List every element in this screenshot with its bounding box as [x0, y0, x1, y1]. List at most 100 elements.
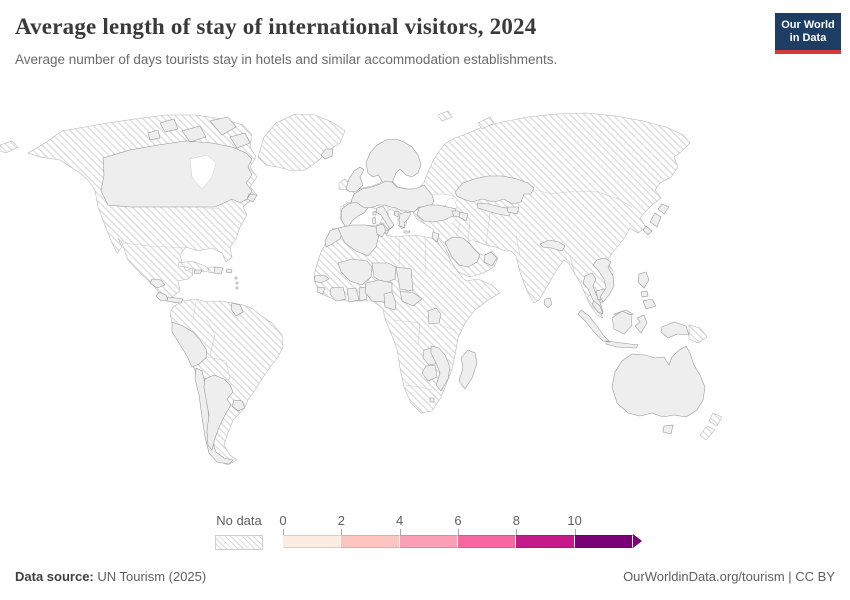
legend-bin-8-10[interactable] [516, 535, 575, 548]
country-puerto-rico[interactable] [225, 268, 233, 274]
legend-color-bar [283, 535, 633, 548]
country-senegal[interactable] [313, 274, 330, 284]
page-title: Average length of stay of international … [15, 14, 537, 39]
country-argentina[interactable] [203, 374, 234, 451]
country-papua-new-guinea[interactable] [688, 324, 708, 344]
country-iceland[interactable] [320, 148, 334, 160]
country-canada[interactable] [100, 116, 258, 208]
world-map [0, 95, 850, 507]
country-philippines[interactable] [637, 271, 657, 310]
country-italy[interactable] [371, 205, 395, 235]
country-united-kingdom[interactable] [345, 166, 365, 193]
choropleth-svg [0, 110, 723, 466]
country-oman[interactable] [483, 251, 498, 267]
country-lesser-antilles[interactable] [234, 276, 239, 290]
country-niger[interactable] [371, 262, 397, 284]
legend-bin-0-2[interactable] [283, 535, 342, 548]
country-mozambique[interactable] [430, 345, 451, 392]
legend-tick-label: 0 [279, 513, 287, 528]
country-costa-rica[interactable] [155, 291, 169, 302]
country-guyana[interactable] [230, 302, 244, 317]
country-cameroon[interactable] [383, 291, 397, 311]
persian-gulf [468, 238, 487, 257]
country-cuba[interactable] [177, 260, 211, 273]
country-saudi-arabia[interactable] [444, 236, 481, 268]
country-algeria[interactable] [337, 224, 380, 257]
legend-tick-mark [516, 529, 518, 535]
country-peru[interactable] [171, 321, 208, 368]
island-novaya-zemlya [477, 116, 495, 130]
legend-tick-label: 2 [337, 513, 345, 528]
page-subtitle: Average number of days tourists stay in … [15, 52, 558, 67]
data-source: Data source: UN Tourism (2025) [15, 569, 206, 584]
legend-no-data[interactable]: No data [215, 513, 263, 550]
country-cote-divoire[interactable] [329, 286, 347, 302]
country-central-african-republic[interactable] [399, 290, 423, 307]
country-indonesia[interactable] [577, 309, 690, 349]
region-israel-jordan[interactable] [431, 231, 440, 243]
region-scandinavia[interactable] [365, 138, 422, 188]
country-nepal[interactable] [539, 239, 566, 252]
country-zimbabwe[interactable] [421, 364, 438, 382]
legend-bin-6-8[interactable] [457, 535, 517, 548]
country-new-zealand[interactable] [699, 412, 723, 441]
legend-bin-10+[interactable] [574, 535, 633, 548]
country-thailand[interactable] [582, 272, 604, 313]
legend-tick-mark [458, 529, 459, 535]
hudson-bay-cut [189, 154, 217, 190]
country-tasmania[interactable] [662, 424, 674, 435]
country-panama[interactable] [166, 296, 184, 304]
country-lesotho[interactable] [429, 397, 435, 403]
country-turkey[interactable] [416, 204, 457, 223]
country-australia[interactable] [611, 345, 706, 418]
legend-tick-label: 6 [454, 513, 462, 528]
country-sierra-leone[interactable] [316, 286, 326, 295]
country-mali[interactable] [337, 258, 373, 286]
country-kyrgyzstan[interactable] [506, 206, 520, 215]
owid-logo[interactable]: Our World in Data [775, 13, 841, 54]
landmass-north-america [27, 114, 258, 304]
legend-tick-mark [399, 529, 401, 535]
no-data-swatch[interactable] [215, 535, 263, 550]
data-source-value: UN Tourism (2025) [93, 569, 207, 584]
island-svalbard [437, 110, 453, 122]
country-guatemala[interactable] [149, 278, 166, 289]
legend-tick-label: 8 [512, 513, 520, 528]
legend-tick-mark [341, 529, 343, 535]
country-uruguay[interactable] [231, 399, 246, 412]
country-uzbekistan[interactable] [476, 202, 513, 217]
landmass-chukotka-tip [0, 140, 19, 154]
country-dominican-republic[interactable] [213, 266, 224, 275]
legend-arrow [633, 534, 642, 548]
country-borders [121, 189, 633, 391]
owid-link[interactable]: OurWorldinData.org/tourism | CC BY [623, 569, 835, 584]
legend-bin-4-6[interactable] [399, 535, 458, 548]
landmass-greenland [257, 113, 346, 172]
country-kazakhstan[interactable] [454, 175, 535, 205]
country-madagascar[interactable] [458, 349, 478, 390]
country-vietnam[interactable] [592, 257, 615, 303]
legend-tick-label: 4 [396, 513, 404, 528]
country-chad[interactable] [395, 266, 414, 292]
country-greece[interactable] [398, 211, 412, 234]
country-japan[interactable] [642, 203, 670, 236]
legend-tick-mark [283, 529, 284, 535]
country-uganda[interactable] [427, 307, 442, 325]
legend-tick-label: 10 [567, 513, 582, 528]
owid-logo-line1: Our World [781, 19, 835, 31]
legend-bin-2-4[interactable] [341, 535, 400, 548]
country-tunisia[interactable] [375, 223, 387, 238]
legend-color-scale: 0 2 4 6 8 10 [279, 513, 663, 549]
no-data-label: No data [216, 513, 262, 528]
region-iberia[interactable] [340, 201, 369, 227]
legend-ticks: 0 2 4 6 8 10 [279, 513, 633, 535]
owid-logo-line2: in Data [789, 32, 827, 44]
legend-tick-mark [574, 529, 576, 535]
data-source-label: Data source: [15, 569, 94, 584]
country-ghana[interactable] [346, 287, 360, 303]
country-azerbaijan[interactable] [458, 211, 469, 222]
country-albania[interactable] [393, 210, 400, 218]
country-jamaica[interactable] [193, 269, 203, 275]
country-sri-lanka[interactable] [543, 297, 553, 309]
